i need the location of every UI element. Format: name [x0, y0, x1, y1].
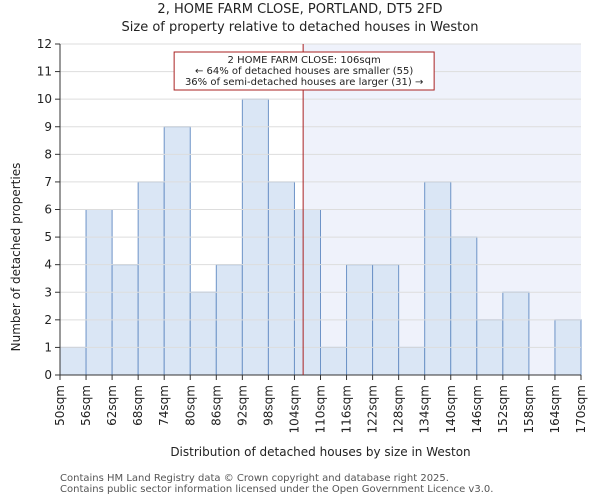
- y-tick-label: 6: [44, 203, 52, 217]
- histogram-bar: [163, 126, 191, 376]
- y-tick-label: 1: [44, 340, 52, 354]
- histogram-bar: [450, 236, 478, 376]
- histogram-bar: [502, 291, 530, 376]
- x-tick-label: 152sqm: [496, 385, 510, 433]
- x-tick-label: 122sqm: [366, 385, 380, 433]
- footer-line-1: Contains HM Land Registry data © Crown c…: [60, 473, 449, 484]
- x-axis-label: Distribution of detached houses by size …: [170, 445, 471, 459]
- histogram-bar: [267, 181, 295, 376]
- chart-title: 2, HOME FARM CLOSE, PORTLAND, DT5 2FD: [157, 2, 443, 17]
- y-tick-label: 10: [37, 92, 52, 106]
- x-tick-label: 128sqm: [392, 385, 406, 433]
- x-tick-label: 92sqm: [235, 385, 249, 426]
- x-tick-label: 110sqm: [314, 385, 328, 433]
- x-tick-label: 140sqm: [444, 385, 458, 433]
- y-tick-label: 5: [44, 230, 52, 244]
- histogram-bar: [398, 346, 426, 376]
- x-tick-label: 134sqm: [418, 385, 432, 433]
- x-tick-label: 50sqm: [53, 385, 67, 426]
- annotation-line-1: 2 HOME FARM CLOSE: 106sqm: [228, 55, 381, 66]
- y-tick-label: 3: [44, 285, 52, 299]
- x-tick-label: 146sqm: [470, 385, 484, 433]
- histogram-bar: [189, 291, 217, 376]
- x-tick-label: 158sqm: [522, 385, 536, 433]
- chart-subtitle: Size of property relative to detached ho…: [121, 20, 479, 35]
- x-tick-label: 56sqm: [79, 385, 93, 426]
- annotation-box: [173, 51, 435, 91]
- y-axis-label: Number of detached properties: [9, 162, 23, 352]
- footer-line-2: Contains public sector information licen…: [60, 484, 494, 495]
- histogram-bar: [320, 346, 348, 376]
- y-tick-label: 8: [44, 147, 52, 161]
- x-tick-label: 116sqm: [340, 385, 354, 433]
- y-tick-label: 11: [37, 65, 52, 79]
- x-tick-label: 74sqm: [157, 385, 171, 426]
- y-tick-label: 7: [44, 175, 52, 189]
- annotation-line-2: ← 64% of detached houses are smaller (55…: [195, 66, 413, 77]
- y-tick-label: 2: [44, 313, 52, 327]
- x-tick-label: 68sqm: [131, 385, 145, 426]
- x-tick-label: 104sqm: [287, 385, 301, 433]
- x-tick-label: 86sqm: [209, 385, 223, 426]
- x-tick-label: 98sqm: [261, 385, 275, 426]
- x-tick-label: 62sqm: [105, 385, 119, 426]
- x-tick-label: 80sqm: [183, 385, 197, 426]
- x-tick-label: 164sqm: [548, 385, 562, 433]
- y-tick-label: 4: [44, 258, 52, 272]
- histogram-bar: [59, 346, 87, 376]
- x-tick-label: 170sqm: [574, 385, 588, 433]
- y-tick-label: 9: [44, 120, 52, 134]
- histogram-bar: [424, 181, 452, 376]
- annotation-line-3: 36% of semi-detached houses are larger (…: [185, 77, 423, 88]
- histogram-bar: [137, 181, 165, 376]
- y-tick-label: 0: [44, 368, 52, 382]
- y-tick-label: 12: [37, 37, 52, 51]
